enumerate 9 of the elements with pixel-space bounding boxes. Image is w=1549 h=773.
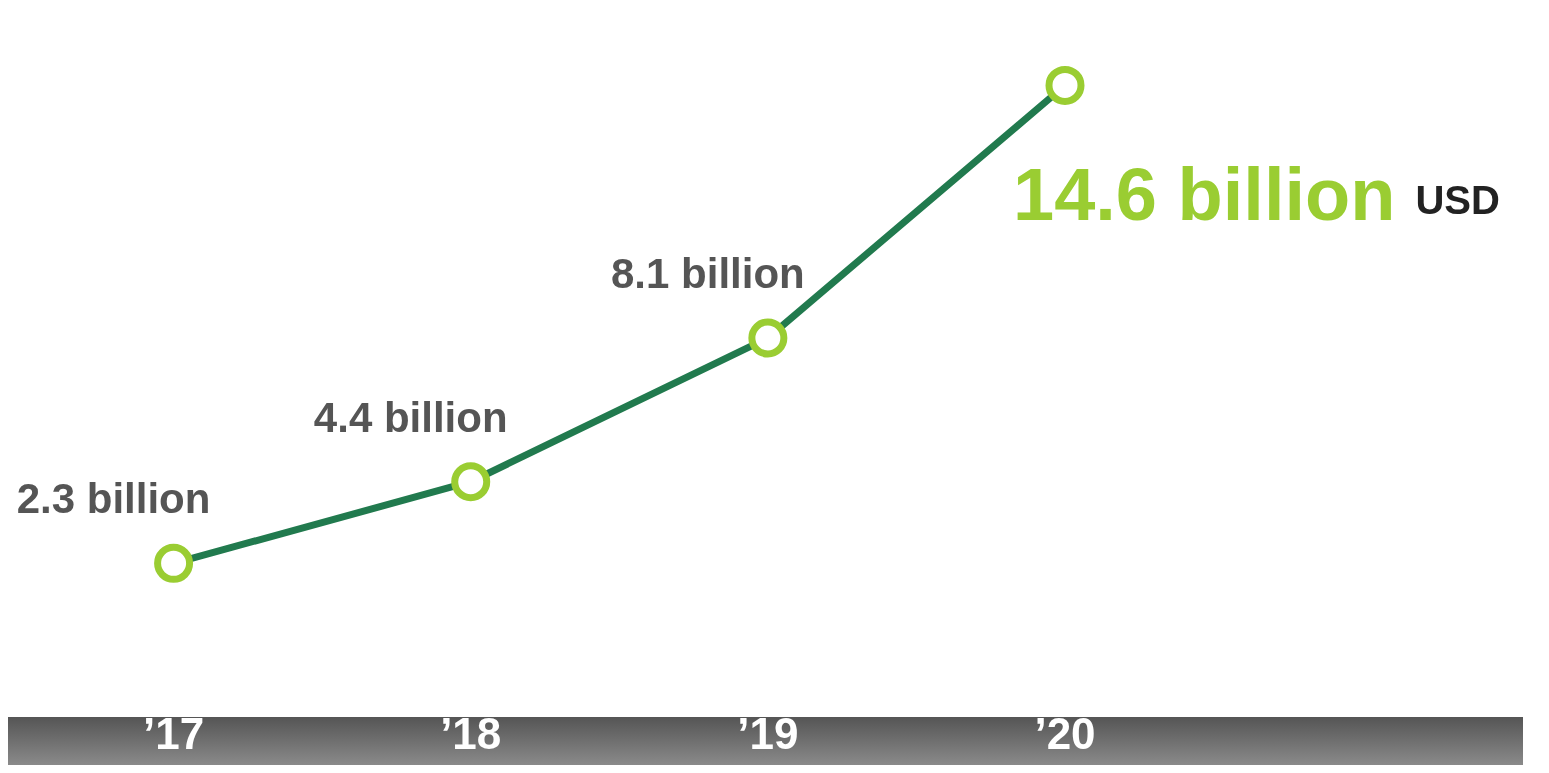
x-tick-label: ’17 [143,708,205,758]
data-label: 2.3 billion [16,475,211,523]
data-label: 14.6 billion [1013,153,1396,237]
text: USD [1415,178,1500,223]
data-label: 8.1 billion [611,249,805,297]
x-tick-label: ’19 [737,708,799,758]
x-tick-label: ’20 [1034,708,1096,758]
x-tick-label: ’18 [440,708,502,758]
data-label: 4.4 billion [313,393,508,441]
